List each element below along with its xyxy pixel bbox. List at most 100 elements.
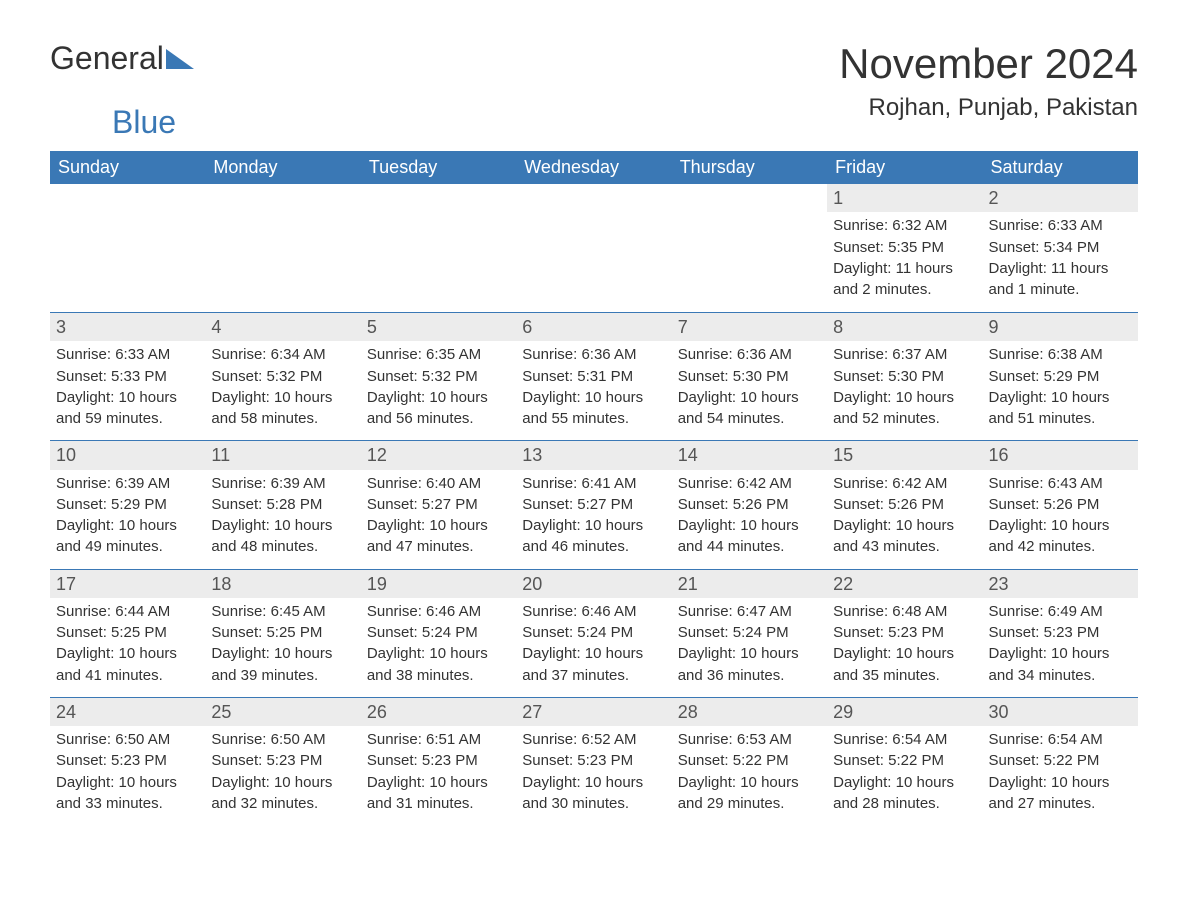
calendar-cell: 19Sunrise: 6:46 AMSunset: 5:24 PMDayligh…: [361, 570, 516, 697]
day2-text: and 46 minutes.: [522, 537, 665, 557]
cell-body: Sunrise: 6:35 AMSunset: 5:32 PMDaylight:…: [361, 341, 516, 440]
day2-text: and 44 minutes.: [678, 537, 821, 557]
sunrise-text: Sunrise: 6:42 AM: [833, 474, 976, 494]
calendar-cell: 2Sunrise: 6:33 AMSunset: 5:34 PMDaylight…: [983, 184, 1138, 312]
day1-text: Daylight: 10 hours: [211, 516, 354, 536]
sunset-text: Sunset: 5:26 PM: [833, 495, 976, 515]
sunset-text: Sunset: 5:35 PM: [833, 238, 976, 258]
calendar-cell: 7Sunrise: 6:36 AMSunset: 5:30 PMDaylight…: [672, 313, 827, 440]
calendar-cell: 27Sunrise: 6:52 AMSunset: 5:23 PMDayligh…: [516, 698, 671, 825]
day2-text: and 54 minutes.: [678, 409, 821, 429]
sunset-text: Sunset: 5:32 PM: [367, 367, 510, 387]
day1-text: Daylight: 10 hours: [678, 773, 821, 793]
day-number: 26: [361, 698, 516, 726]
calendar-cell: 8Sunrise: 6:37 AMSunset: 5:30 PMDaylight…: [827, 313, 982, 440]
sunset-text: Sunset: 5:29 PM: [989, 367, 1132, 387]
day1-text: Daylight: 10 hours: [522, 644, 665, 664]
sunrise-text: Sunrise: 6:42 AM: [678, 474, 821, 494]
week-row: 17Sunrise: 6:44 AMSunset: 5:25 PMDayligh…: [50, 569, 1138, 697]
calendar-cell: ..: [205, 184, 360, 312]
day2-text: and 32 minutes.: [211, 794, 354, 814]
day-number: 18: [205, 570, 360, 598]
day2-text: and 37 minutes.: [522, 666, 665, 686]
calendar-cell: 24Sunrise: 6:50 AMSunset: 5:23 PMDayligh…: [50, 698, 205, 825]
calendar-cell: ..: [361, 184, 516, 312]
day1-text: Daylight: 10 hours: [367, 773, 510, 793]
cell-body: Sunrise: 6:32 AMSunset: 5:35 PMDaylight:…: [827, 212, 982, 311]
day1-text: Daylight: 10 hours: [211, 773, 354, 793]
cell-body: Sunrise: 6:46 AMSunset: 5:24 PMDaylight:…: [361, 598, 516, 697]
cell-body: Sunrise: 6:44 AMSunset: 5:25 PMDaylight:…: [50, 598, 205, 697]
day1-text: Daylight: 10 hours: [367, 516, 510, 536]
calendar-cell: 16Sunrise: 6:43 AMSunset: 5:26 PMDayligh…: [983, 441, 1138, 568]
cell-body: Sunrise: 6:46 AMSunset: 5:24 PMDaylight:…: [516, 598, 671, 697]
sunset-text: Sunset: 5:23 PM: [522, 751, 665, 771]
sunrise-text: Sunrise: 6:54 AM: [833, 730, 976, 750]
cell-body: Sunrise: 6:48 AMSunset: 5:23 PMDaylight:…: [827, 598, 982, 697]
sunset-text: Sunset: 5:26 PM: [989, 495, 1132, 515]
day1-text: Daylight: 10 hours: [522, 773, 665, 793]
calendar-cell: 12Sunrise: 6:40 AMSunset: 5:27 PMDayligh…: [361, 441, 516, 568]
sunrise-text: Sunrise: 6:53 AM: [678, 730, 821, 750]
sunrise-text: Sunrise: 6:38 AM: [989, 345, 1132, 365]
day1-text: Daylight: 10 hours: [678, 644, 821, 664]
sunrise-text: Sunrise: 6:50 AM: [211, 730, 354, 750]
calendar-cell: 14Sunrise: 6:42 AMSunset: 5:26 PMDayligh…: [672, 441, 827, 568]
day-header: Wednesday: [516, 151, 671, 184]
day2-text: and 47 minutes.: [367, 537, 510, 557]
week-row: ..........1Sunrise: 6:32 AMSunset: 5:35 …: [50, 184, 1138, 312]
day-number: 16: [983, 441, 1138, 469]
day2-text: and 36 minutes.: [678, 666, 821, 686]
sunset-text: Sunset: 5:26 PM: [678, 495, 821, 515]
day-number: 4: [205, 313, 360, 341]
logo-text-2: Blue: [112, 104, 176, 140]
cell-body: Sunrise: 6:40 AMSunset: 5:27 PMDaylight:…: [361, 470, 516, 569]
day-number: 11: [205, 441, 360, 469]
sunrise-text: Sunrise: 6:40 AM: [367, 474, 510, 494]
cell-body: Sunrise: 6:50 AMSunset: 5:23 PMDaylight:…: [205, 726, 360, 825]
day1-text: Daylight: 10 hours: [833, 388, 976, 408]
day2-text: and 58 minutes.: [211, 409, 354, 429]
calendar-cell: 6Sunrise: 6:36 AMSunset: 5:31 PMDaylight…: [516, 313, 671, 440]
calendar-cell: 22Sunrise: 6:48 AMSunset: 5:23 PMDayligh…: [827, 570, 982, 697]
day1-text: Daylight: 10 hours: [678, 516, 821, 536]
sunset-text: Sunset: 5:22 PM: [989, 751, 1132, 771]
day-number: 13: [516, 441, 671, 469]
calendar-cell: 5Sunrise: 6:35 AMSunset: 5:32 PMDaylight…: [361, 313, 516, 440]
cell-body: Sunrise: 6:41 AMSunset: 5:27 PMDaylight:…: [516, 470, 671, 569]
sunrise-text: Sunrise: 6:39 AM: [211, 474, 354, 494]
sunrise-text: Sunrise: 6:34 AM: [211, 345, 354, 365]
sunset-text: Sunset: 5:30 PM: [678, 367, 821, 387]
sunset-text: Sunset: 5:34 PM: [989, 238, 1132, 258]
sunset-text: Sunset: 5:22 PM: [678, 751, 821, 771]
cell-body: Sunrise: 6:52 AMSunset: 5:23 PMDaylight:…: [516, 726, 671, 825]
day1-text: Daylight: 10 hours: [989, 773, 1132, 793]
day-number: 19: [361, 570, 516, 598]
sunset-text: Sunset: 5:29 PM: [56, 495, 199, 515]
cell-body: Sunrise: 6:37 AMSunset: 5:30 PMDaylight:…: [827, 341, 982, 440]
day2-text: and 38 minutes.: [367, 666, 510, 686]
title-block: November 2024 Rojhan, Punjab, Pakistan: [839, 40, 1138, 130]
calendar-cell: 13Sunrise: 6:41 AMSunset: 5:27 PMDayligh…: [516, 441, 671, 568]
sunrise-text: Sunrise: 6:37 AM: [833, 345, 976, 365]
week-row: 24Sunrise: 6:50 AMSunset: 5:23 PMDayligh…: [50, 697, 1138, 825]
sunrise-text: Sunrise: 6:46 AM: [367, 602, 510, 622]
day2-text: and 49 minutes.: [56, 537, 199, 557]
logo: General: [50, 40, 194, 77]
day2-text: and 48 minutes.: [211, 537, 354, 557]
logo-triangle-icon: [166, 40, 194, 77]
day1-text: Daylight: 10 hours: [833, 516, 976, 536]
sunrise-text: Sunrise: 6:36 AM: [522, 345, 665, 365]
sunrise-text: Sunrise: 6:45 AM: [211, 602, 354, 622]
logo-text-1: General: [50, 40, 164, 77]
day1-text: Daylight: 10 hours: [211, 644, 354, 664]
cell-body: Sunrise: 6:38 AMSunset: 5:29 PMDaylight:…: [983, 341, 1138, 440]
sunset-text: Sunset: 5:25 PM: [56, 623, 199, 643]
day2-text: and 27 minutes.: [989, 794, 1132, 814]
day1-text: Daylight: 10 hours: [678, 388, 821, 408]
calendar-cell: 4Sunrise: 6:34 AMSunset: 5:32 PMDaylight…: [205, 313, 360, 440]
sunset-text: Sunset: 5:27 PM: [367, 495, 510, 515]
day-number: 8: [827, 313, 982, 341]
cell-body: Sunrise: 6:54 AMSunset: 5:22 PMDaylight:…: [827, 726, 982, 825]
sunset-text: Sunset: 5:23 PM: [56, 751, 199, 771]
